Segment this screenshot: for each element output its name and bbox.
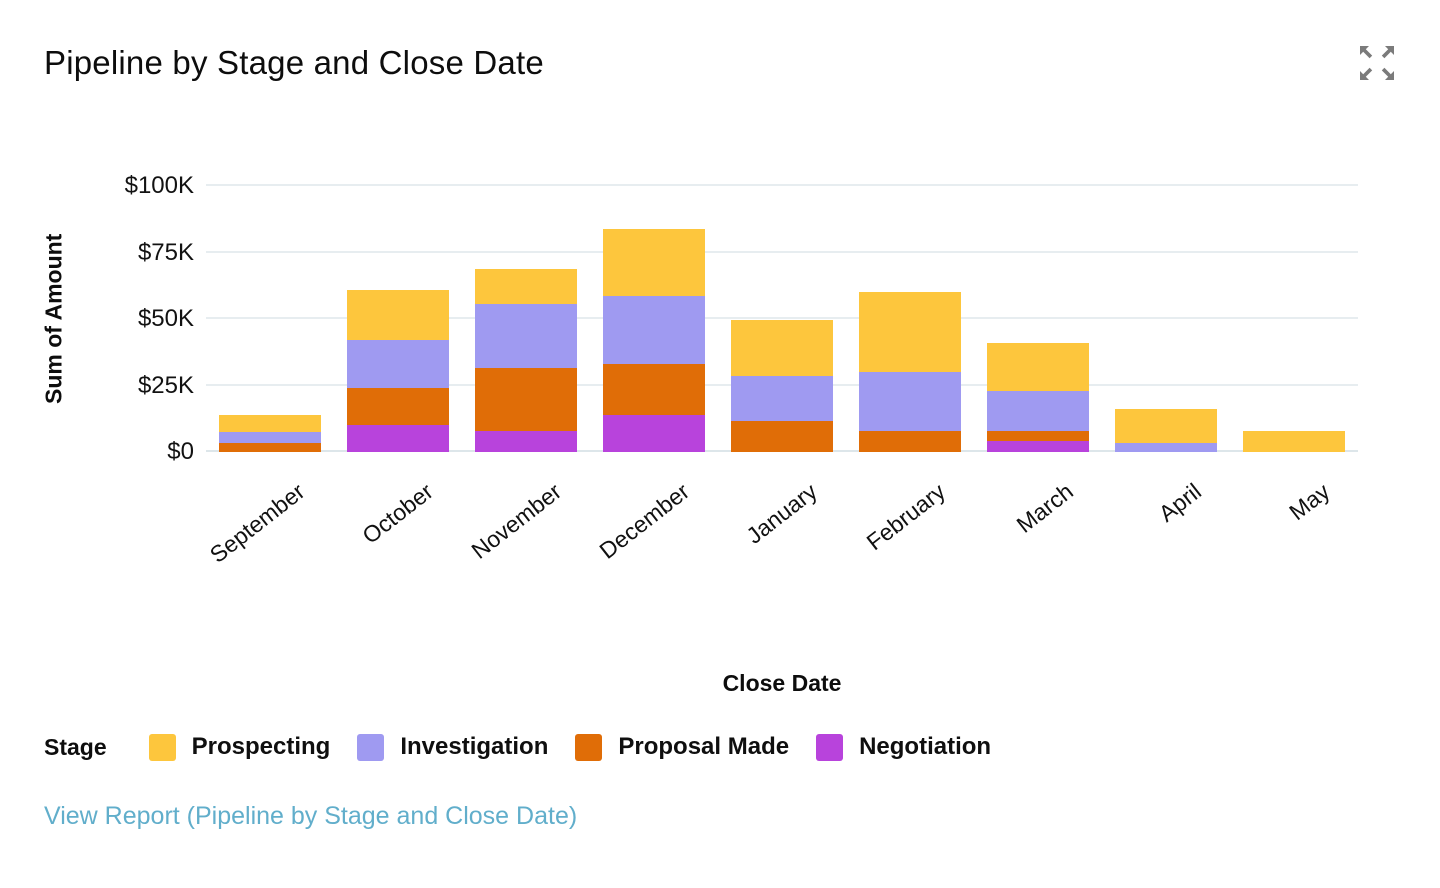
segment-investigation[interactable] <box>731 376 833 422</box>
segment-prospecting[interactable] <box>219 414 321 433</box>
x-tick-label: February <box>861 478 951 556</box>
segment-prospecting[interactable] <box>731 320 833 377</box>
bar-december <box>590 186 718 452</box>
legend-item-prospecting: Prospecting <box>148 733 331 761</box>
segment-proposal-made[interactable] <box>219 442 321 452</box>
segment-investigation[interactable] <box>347 340 449 389</box>
legend-swatch-negotiation <box>816 733 844 761</box>
view-report-link[interactable]: View Report (Pipeline by Stage and Close… <box>44 802 578 830</box>
segment-negotiation[interactable] <box>987 441 1089 452</box>
segment-negotiation[interactable] <box>603 414 705 452</box>
bar-september <box>206 186 334 452</box>
bar-february <box>846 186 974 452</box>
x-tick-label: May <box>1283 478 1335 526</box>
segment-investigation[interactable] <box>987 390 1089 431</box>
segment-prospecting[interactable] <box>1243 430 1345 452</box>
segment-prospecting[interactable] <box>603 228 705 297</box>
plot-area: $0 $25K $50K $75K $100K <box>125 172 1358 465</box>
segment-investigation[interactable] <box>475 304 577 369</box>
bar-may <box>1230 186 1358 452</box>
bar-april <box>1102 186 1230 452</box>
bar-march <box>974 186 1102 452</box>
stacked-bar <box>859 292 961 452</box>
y-tick-label: $75K <box>137 238 194 266</box>
segment-proposal-made[interactable] <box>731 421 833 452</box>
legend-item-proposal-made: Proposal Made <box>575 733 789 761</box>
segment-negotiation[interactable] <box>475 430 577 452</box>
segment-proposal-made[interactable] <box>475 368 577 431</box>
x-tick-label: September <box>205 478 311 568</box>
legend-title: Stage <box>44 733 107 760</box>
segment-investigation[interactable] <box>603 296 705 365</box>
legend-swatch-proposal-made <box>575 733 603 761</box>
expand-icon <box>1360 46 1394 83</box>
bar-november <box>462 186 590 452</box>
legend-swatch-prospecting <box>148 733 176 761</box>
legend-items: Prospecting Investigation Proposal Made Neg… <box>148 733 1018 761</box>
bar-january <box>718 186 846 452</box>
x-tick-label: January <box>741 478 823 549</box>
segment-proposal-made[interactable] <box>347 388 449 426</box>
x-tick-label: December <box>594 478 695 564</box>
x-tick-label: November <box>466 478 567 564</box>
stacked-bar <box>1243 430 1345 452</box>
segment-investigation[interactable] <box>1115 442 1217 452</box>
stacked-bar <box>987 342 1089 452</box>
x-tick-label: October <box>357 478 439 549</box>
legend-item-negotiation: Negotiation <box>816 733 991 761</box>
segment-prospecting[interactable] <box>987 342 1089 391</box>
stacked-bar <box>475 268 577 452</box>
segment-prospecting[interactable] <box>347 289 449 341</box>
segment-prospecting[interactable] <box>859 292 961 373</box>
stacked-bar <box>603 228 705 452</box>
segment-prospecting[interactable] <box>475 268 577 305</box>
legend-label: Prospecting <box>191 733 331 760</box>
gridline <box>206 317 1358 319</box>
chart-title: Pipeline by Stage and Close Date <box>44 44 544 81</box>
y-tick-label: $0 <box>167 438 194 465</box>
expand-button[interactable] <box>1360 46 1394 80</box>
stacked-bar <box>1115 409 1217 452</box>
segment-proposal-made[interactable] <box>603 364 705 415</box>
segment-proposal-made[interactable] <box>859 430 961 452</box>
legend-item-investigation: Investigation <box>357 733 548 761</box>
stacked-bar <box>219 414 321 452</box>
gridline <box>206 184 1358 186</box>
segment-investigation[interactable] <box>859 372 961 431</box>
x-tick-label: April <box>1153 478 1207 527</box>
segment-negotiation[interactable] <box>347 425 449 452</box>
legend-label: Proposal Made <box>618 733 790 760</box>
stacked-bar <box>731 320 833 452</box>
y-tick-label: $50K <box>137 305 194 332</box>
y-axis-title: Sum of Amount <box>40 233 67 405</box>
x-labels: September October November December January F… <box>205 472 1358 612</box>
y-tick-label: $100K <box>124 172 194 199</box>
legend-swatch-investigation <box>357 733 385 761</box>
legend-label: Investigation <box>400 733 549 760</box>
x-axis-title: Close Date <box>722 670 842 696</box>
legend: Stage Prospecting Investigation Proposal M… <box>44 730 1018 764</box>
segment-proposal-made[interactable] <box>987 430 1089 442</box>
x-tick-label: March <box>1011 478 1079 538</box>
segment-prospecting[interactable] <box>1115 409 1217 443</box>
gridline <box>206 250 1358 253</box>
bar-october <box>334 186 462 452</box>
legend-label: Negotiation <box>859 733 992 760</box>
stacked-bar <box>347 289 449 452</box>
segment-investigation[interactable] <box>219 432 321 443</box>
y-tick-label: $25K <box>137 371 194 399</box>
